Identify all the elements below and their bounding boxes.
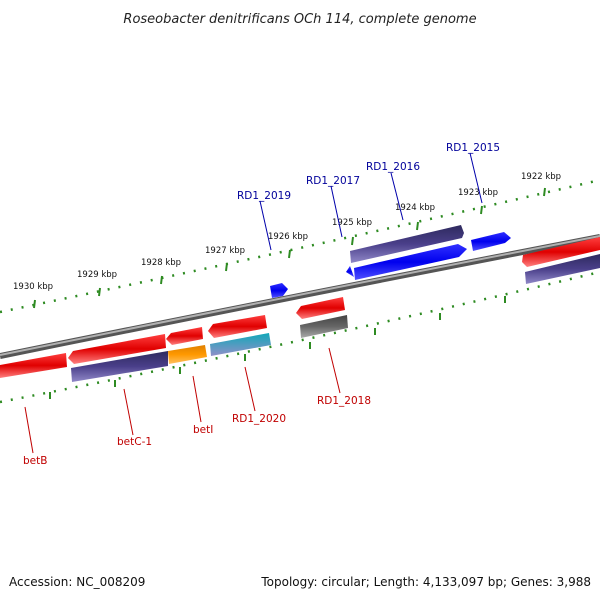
gene-RD1_2019-arrow[interactable]	[270, 283, 288, 298]
tick-label: 1926 kbp	[268, 232, 308, 242]
gene-RD1_2020-rna[interactable]	[210, 333, 271, 356]
tick-label: 1928 kbp	[141, 258, 181, 268]
gene-label-RD1_2018: RD1_2018	[317, 395, 371, 407]
outer-tick-track	[0, 178, 600, 314]
gene-label-RD1_2015: RD1_2015	[446, 142, 500, 154]
tick-label: 1922 kbp	[521, 172, 561, 182]
topology-text: Topology: circular; Length: 4,133,097 bp…	[260, 575, 591, 589]
genome-backbone	[0, 234, 600, 359]
inner-major-ticks	[49, 296, 506, 399]
gene-label-RD1_2016: RD1_2016	[366, 161, 420, 173]
tick-label: 1925 kbp	[332, 218, 372, 228]
tick-labels: 1930 kbp 1929 kbp 1928 kbp 1927 kbp 1926…	[13, 172, 561, 292]
map-title: Roseobacter denitrificans OCh 114, compl…	[123, 12, 476, 27]
gene-label-betC-1: betC-1	[117, 436, 152, 448]
forward-features	[270, 225, 600, 298]
gene-betB-arrow[interactable]	[0, 353, 67, 378]
gene-label-betB: betB	[23, 455, 47, 467]
gene-betI-cds[interactable]	[168, 345, 207, 364]
gene-label-RD1_2017: RD1_2017	[306, 175, 360, 187]
tick-label: 1923 kbp	[458, 188, 498, 198]
gene-RD1_2020-arrow[interactable]	[208, 315, 267, 338]
tick-label: 1927 kbp	[205, 246, 245, 256]
tick-label: 1929 kbp	[77, 270, 117, 280]
accession-text: Accession: NC_008209	[9, 575, 145, 589]
gene-labels-top: RD1_2019 RD1_2017 RD1_2016 RD1_2015	[237, 142, 500, 202]
gene-betI-arrow[interactable]	[166, 327, 203, 345]
gene-label-RD1_2020: RD1_2020	[232, 413, 286, 425]
gene-RD1_2016-cds[interactable]	[350, 225, 464, 263]
gene-RD1_2016-arrow[interactable]	[354, 244, 467, 280]
gene-forward-edge-red[interactable]	[522, 237, 600, 267]
gene-labels-bottom: betB betC-1 betI RD1_2020 RD1_2018	[23, 395, 371, 467]
label-leaders-bottom	[24, 347, 341, 454]
outer-major-ticks	[33, 187, 546, 309]
gene-RD1_2015-arrow[interactable]	[471, 232, 511, 251]
gene-forward-edge-purple[interactable]	[525, 254, 600, 284]
tick-label: 1930 kbp	[13, 282, 53, 292]
gene-label-betI: betI	[193, 424, 213, 436]
gene-label-RD1_2019: RD1_2019	[237, 190, 291, 202]
tick-label: 1924 kbp	[395, 203, 435, 213]
reverse-features	[0, 297, 348, 382]
gene-betC-1-arrow[interactable]	[68, 334, 166, 364]
gene-RD1_2018-arrow[interactable]	[296, 297, 345, 319]
gene-betC-1-cds[interactable]	[71, 351, 168, 382]
gene-RD1_2018-pseudo[interactable]	[300, 315, 348, 338]
label-leaders-top	[259, 152, 483, 251]
gene-RD1_2017-arrow[interactable]	[346, 266, 354, 277]
